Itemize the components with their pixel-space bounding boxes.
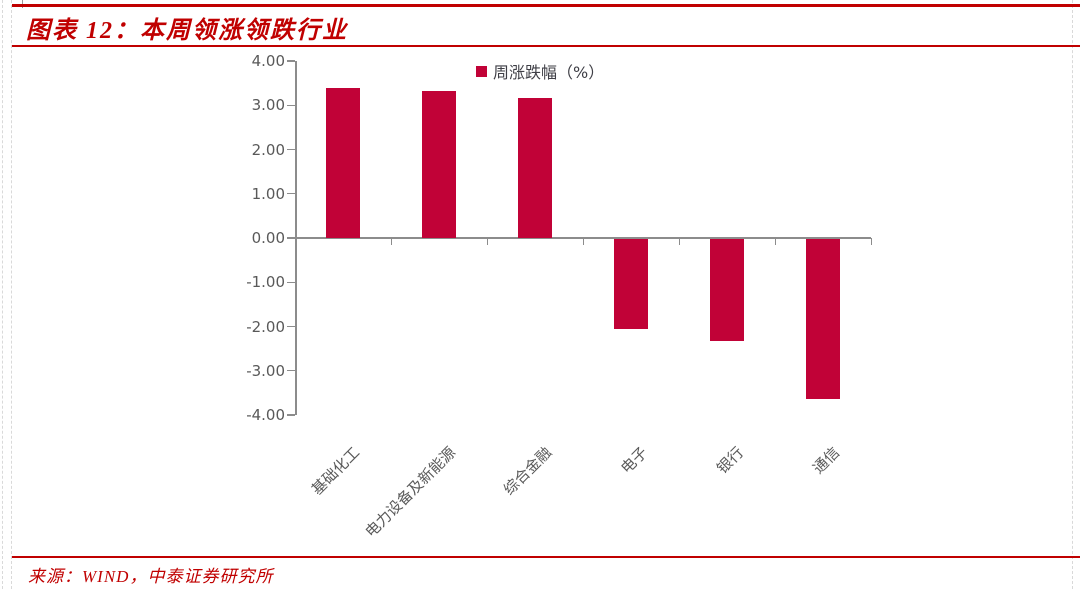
y-axis-tick [287, 60, 295, 62]
top-rule [12, 4, 1080, 7]
y-tick-label: -2.00 [246, 317, 285, 336]
y-tick-label: 4.00 [251, 52, 285, 70]
y-axis-tick [287, 325, 295, 328]
y-tick-label: 0.00 [251, 229, 285, 247]
bar [518, 97, 552, 238]
x-axis-tick [775, 238, 777, 245]
source-rule [12, 556, 1080, 558]
y-tick-label: -3.00 [246, 361, 285, 380]
y-tick-label: 3.00 [251, 96, 285, 115]
y-axis-tick [287, 193, 295, 195]
page-border-left-outer [2, 0, 3, 589]
x-axis-tick [583, 238, 585, 245]
source-note: 来源：WIND，中泰证券研究所 [28, 567, 274, 586]
x-axis-tick [391, 238, 393, 245]
y-tick-label: -1.00 [246, 273, 285, 292]
legend-label: 周涨跌幅（%） [493, 63, 605, 82]
bar [326, 87, 360, 238]
x-axis-tick [871, 238, 873, 245]
bar [422, 90, 456, 238]
y-axis-tick [287, 237, 295, 239]
y-axis-tick [287, 104, 295, 106]
figure-title: 图表 12：本周领涨领跌行业 [26, 18, 348, 44]
y-tick-label: 2.00 [251, 140, 285, 159]
page-border-left-inner [11, 0, 12, 589]
y-axis-tick [287, 281, 295, 283]
y-axis-tick [287, 370, 295, 372]
page-border-right [1072, 0, 1073, 589]
title-underline-rule [12, 45, 1080, 47]
y-axis-tick [287, 148, 295, 151]
bar [614, 239, 648, 330]
bar [710, 239, 744, 342]
chart-legend: 周涨跌幅（%） [476, 59, 604, 83]
bar [806, 239, 840, 400]
x-axis-tick [679, 238, 681, 245]
y-tick-label: -4.00 [246, 406, 285, 424]
y-tick-label: 1.00 [251, 184, 285, 203]
x-axis-tick [487, 238, 489, 245]
y-axis-tick [287, 414, 295, 416]
x-axis-tick [295, 238, 297, 245]
legend-square-icon [476, 65, 487, 77]
